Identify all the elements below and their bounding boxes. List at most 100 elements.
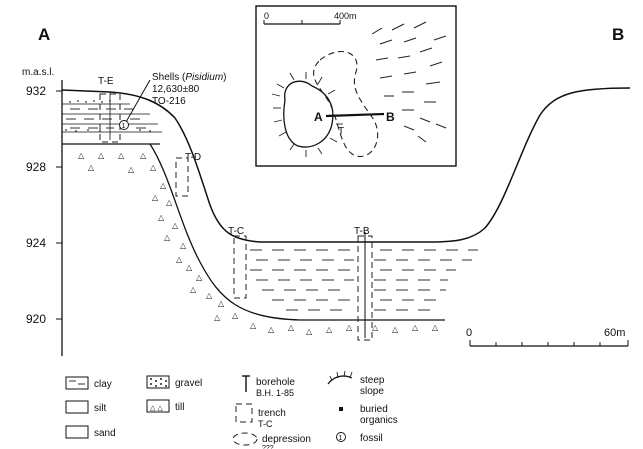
annotation-line-2: 12,630±80 xyxy=(152,84,200,95)
trench-tb-outline xyxy=(357,235,373,341)
gravel-dots-upper xyxy=(65,100,151,132)
trench-label-te: T-E xyxy=(98,76,114,87)
legend-trench-sublabel: T-C xyxy=(258,419,273,429)
svg-text:△: △ xyxy=(180,241,187,250)
trench-label-td: T-D xyxy=(185,152,201,163)
svg-text:△: △ xyxy=(326,325,333,334)
ground-surface-profile xyxy=(61,87,631,243)
svg-text:△: △ xyxy=(158,213,165,222)
svg-text:△: △ xyxy=(250,321,257,330)
svg-text:△: △ xyxy=(78,151,85,160)
legend-depression-icon xyxy=(232,432,258,446)
legend-silt-label: silt xyxy=(94,403,106,414)
trench-td-outline xyxy=(175,157,189,197)
svg-text:△: △ xyxy=(98,151,105,160)
svg-text:△: △ xyxy=(176,255,183,264)
section-end-label-b: B xyxy=(612,25,624,44)
fossil-marker-icon xyxy=(119,120,129,130)
annotation-line-1: Shells (Pisidium) xyxy=(152,72,227,83)
svg-text:△: △ xyxy=(190,285,197,294)
legend-depression-label: depression xyxy=(262,434,311,445)
inset-hachures-right xyxy=(371,21,447,143)
svg-text:△: △ xyxy=(172,221,179,230)
legend-trench-icon xyxy=(235,403,253,423)
legend-borehole-label: borehole xyxy=(256,377,295,388)
inset-point-b: B xyxy=(386,110,395,124)
legend-fossil-label: fossil xyxy=(360,433,383,444)
svg-text:△: △ xyxy=(196,273,203,282)
svg-text:△: △ xyxy=(140,151,147,160)
legend-till-swatch xyxy=(146,399,170,413)
svg-text:△: △ xyxy=(346,323,353,332)
scale-bar-start-label: 0 xyxy=(466,327,472,339)
inset-steep-slope-hachures xyxy=(271,72,343,157)
legend-clay-label: clay xyxy=(94,379,112,390)
scale-bar-end-label: 60m xyxy=(604,327,625,339)
inset-location-map: 0 400m A B T xyxy=(255,5,457,167)
legend: clay silt sand gravel △ △ till borehole … xyxy=(65,370,398,449)
legend-steep-label: steep xyxy=(360,375,385,386)
svg-text:△: △ xyxy=(306,327,313,336)
legend-gravel-dots xyxy=(150,378,167,387)
legend-clay-swatch xyxy=(65,376,89,390)
legend-buried-label: buried xyxy=(360,404,388,415)
upper-sediment-layers xyxy=(62,100,162,145)
legend-fossil-icon xyxy=(336,432,346,442)
inset-trench-marker: T xyxy=(338,126,344,137)
svg-text:△: △ xyxy=(288,323,295,332)
legend-depression-sublabel: ??? xyxy=(262,445,274,449)
y-tick-label-924: 924 xyxy=(26,236,46,250)
y-tick-label-932: 932 xyxy=(26,84,46,98)
y-tick-label-920: 920 xyxy=(26,312,46,326)
svg-text:△: △ xyxy=(166,198,173,207)
legend-silt-swatch xyxy=(65,400,89,414)
legend-till-symbol: △ △ xyxy=(150,405,163,412)
svg-text:△: △ xyxy=(152,193,159,202)
legend-fossil-marker: 1 xyxy=(339,435,343,442)
svg-text:△: △ xyxy=(160,181,167,190)
svg-text:△: △ xyxy=(118,151,125,160)
y-axis: 932 928 924 920 xyxy=(26,80,63,356)
section-scale-bar: 0 60m xyxy=(466,327,629,347)
shell-date-annotation: Shells (Pisidium) 12,630±80 TO-216 1 xyxy=(119,72,227,130)
inset-point-a: A xyxy=(314,110,323,124)
svg-text:△: △ xyxy=(128,165,135,174)
legend-borehole-sublabel: B.H. 1-85 xyxy=(256,388,294,398)
till-symbols: △ △ △ △ △ △ △△△△ △△△△ △△△△ △△△△ △ △ △ △ △ △ △ △ △ △ xyxy=(78,151,439,336)
svg-text:△: △ xyxy=(214,313,221,322)
legend-buried-sublabel: organics xyxy=(360,415,398,426)
svg-text:△: △ xyxy=(164,233,171,242)
svg-text:△: △ xyxy=(372,323,379,332)
legend-trench-label: trench xyxy=(258,408,286,419)
svg-text:△: △ xyxy=(88,163,95,172)
inset-section-line xyxy=(325,112,385,118)
basin-clay-fill xyxy=(250,249,478,311)
trench-tc-outline xyxy=(233,235,247,299)
svg-text:△: △ xyxy=(232,311,239,320)
legend-sand-label: sand xyxy=(94,428,116,439)
svg-text:△: △ xyxy=(186,263,193,272)
svg-text:△: △ xyxy=(432,323,439,332)
inset-scale-end: 400m xyxy=(334,11,357,21)
legend-steep-sublabel: slope xyxy=(360,386,384,397)
svg-text:△: △ xyxy=(218,299,225,308)
fossil-marker-number: 1 xyxy=(122,123,126,130)
annotation-line-3: TO-216 xyxy=(152,96,186,107)
svg-text:△: △ xyxy=(206,291,213,300)
inset-scale-start: 0 xyxy=(264,11,269,21)
legend-buried-organics-icon xyxy=(339,407,343,411)
section-end-label-a: A xyxy=(38,25,50,44)
svg-text:△: △ xyxy=(412,323,419,332)
legend-sand-swatch xyxy=(65,425,89,439)
y-tick-label-928: 928 xyxy=(26,160,46,174)
svg-text:△: △ xyxy=(150,163,157,172)
clay-dashes-upper xyxy=(66,108,146,129)
legend-gravel-swatch xyxy=(146,375,170,389)
legend-gravel-label: gravel xyxy=(175,378,202,389)
till-contact-line xyxy=(149,143,445,321)
svg-text:△: △ xyxy=(392,325,399,334)
y-axis-unit: m.a.s.l. xyxy=(22,67,54,78)
trench-label-tc: T-C xyxy=(228,226,244,237)
inset-depression-outline xyxy=(313,51,379,157)
